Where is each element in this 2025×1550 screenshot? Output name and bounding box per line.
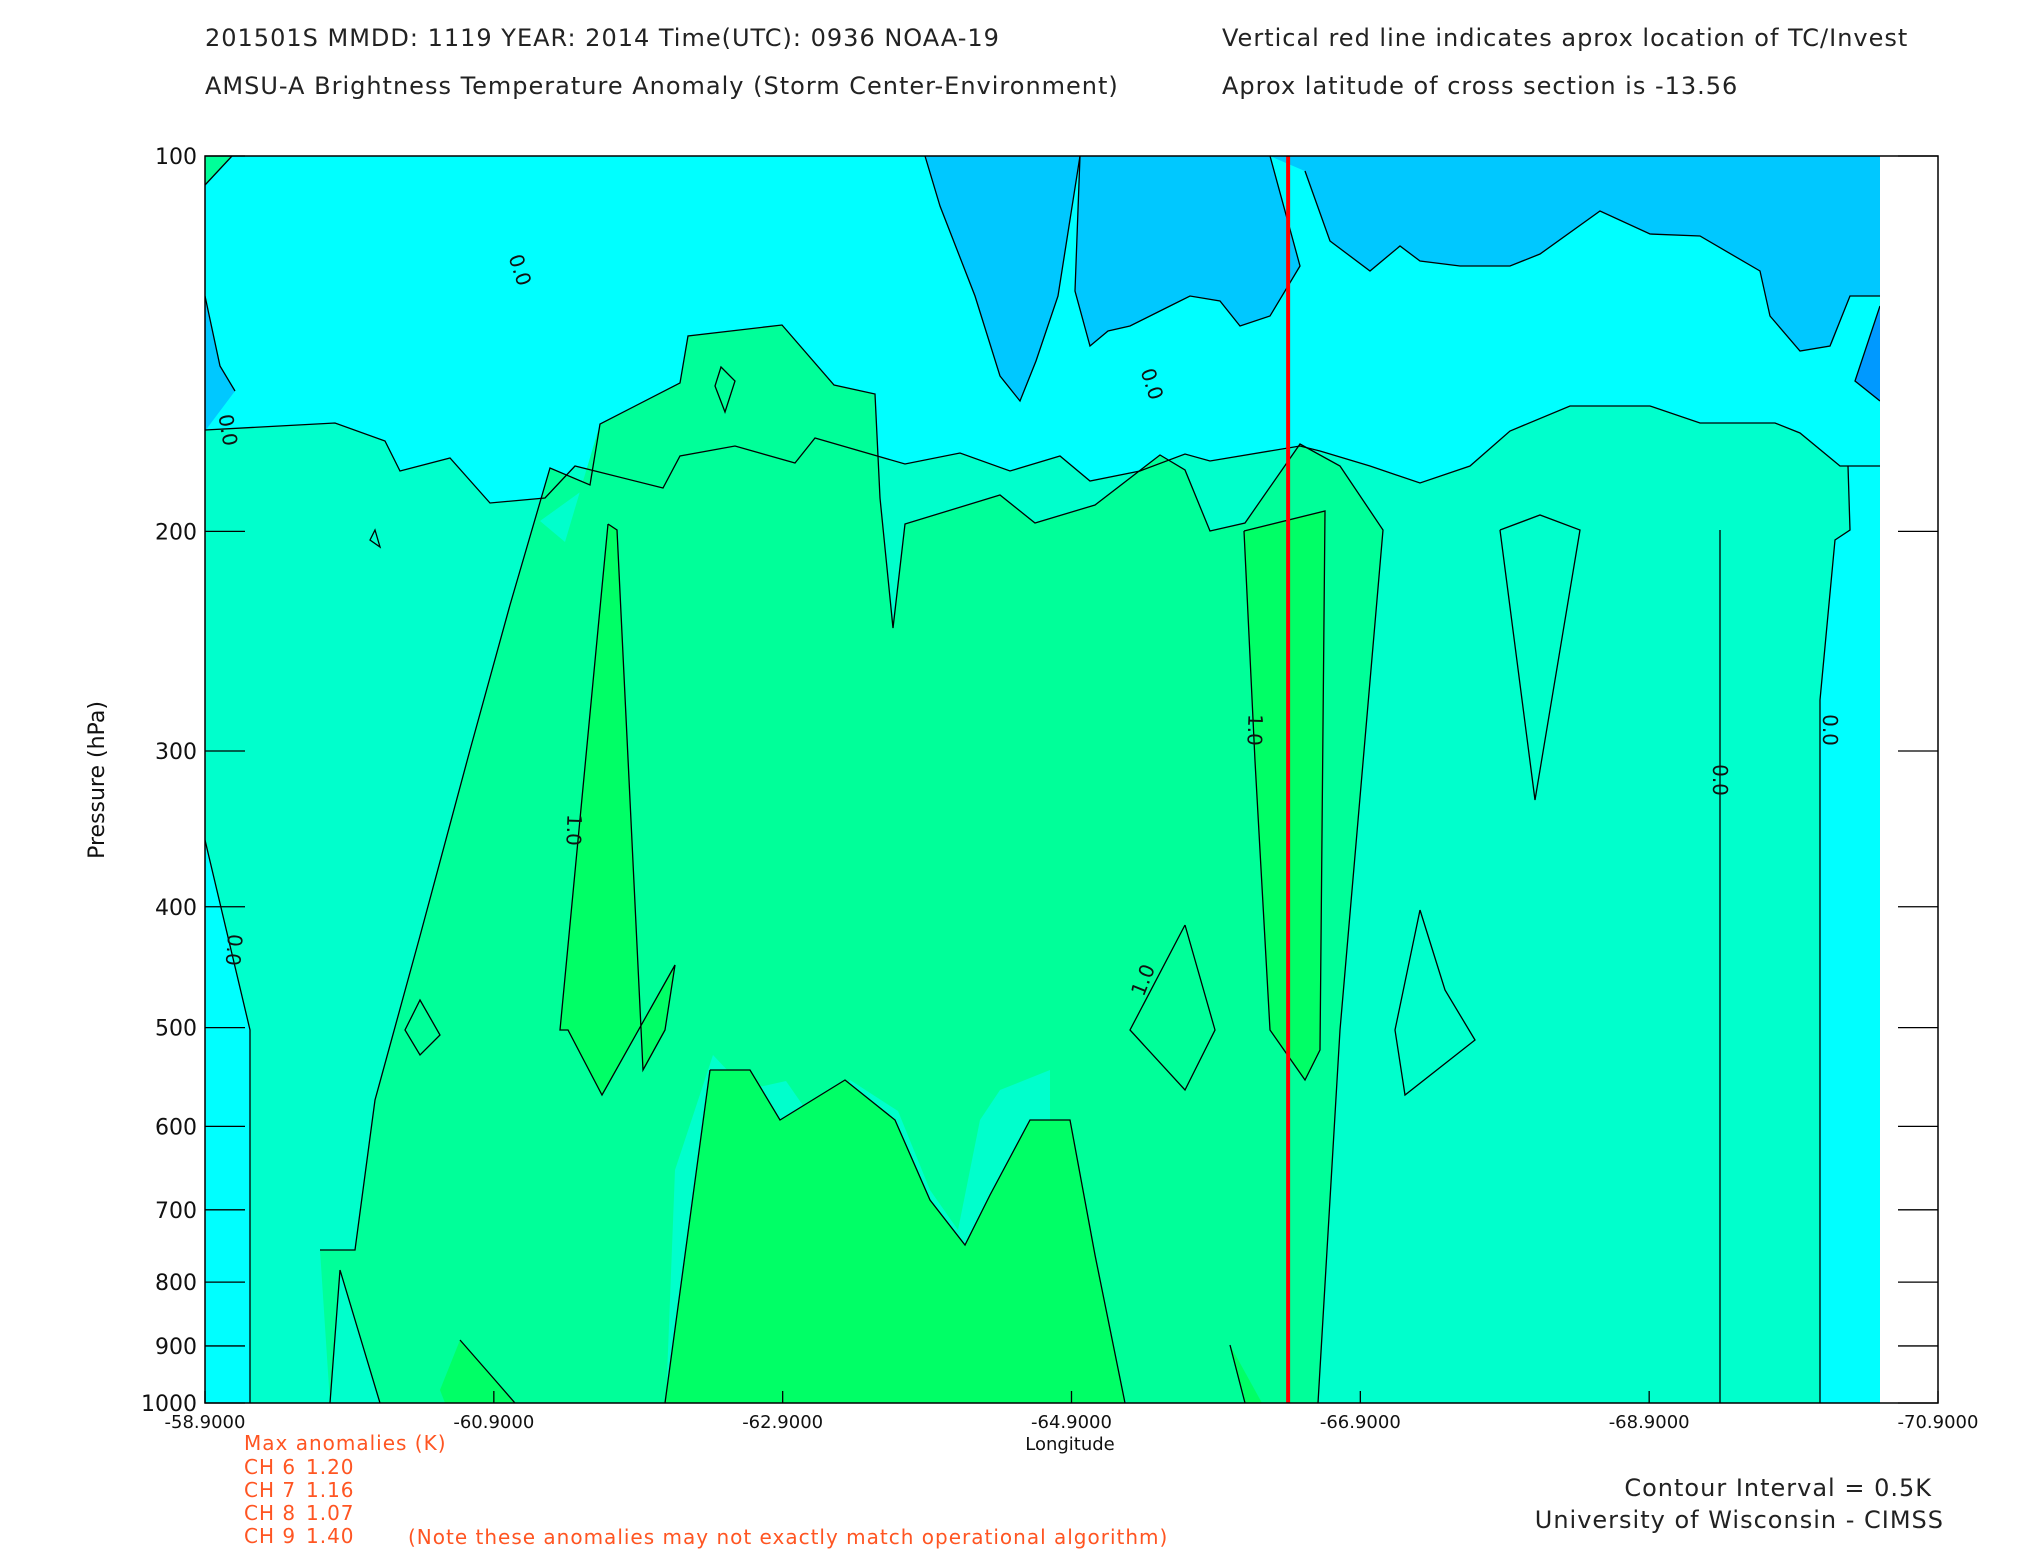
region-one-main: [205, 156, 1383, 1403]
y-tick-label: 700: [155, 1199, 197, 1224]
anomaly-channel-label: CH 9: [244, 1524, 296, 1548]
header-subtitle-left: AMSU-A Brightness Temperature Anomaly (S…: [205, 72, 1119, 100]
anomaly-channel-value: 1.07: [306, 1501, 355, 1525]
header-title-left: 201501S MMDD: 1119 YEAR: 2014 Time(UTC):…: [205, 24, 1000, 52]
region-neg-a: [925, 156, 1080, 401]
x-tick-label: -62.9000: [742, 1412, 823, 1433]
credit: University of Wisconsin - CIMSS: [1535, 1506, 1944, 1534]
region-high-4: [1230, 1345, 1262, 1403]
y-tick-label: 1000: [141, 1392, 197, 1417]
contour-label: 0.0: [1818, 714, 1842, 746]
anomaly-channel-label: CH 7: [244, 1478, 296, 1502]
contour-lines: [205, 156, 1880, 1403]
y-tick-label: 100: [155, 145, 197, 170]
contour-label: 1.0: [561, 814, 586, 847]
x-tick-label: -64.9000: [1031, 1412, 1112, 1433]
max-anomalies-list: CH 6 1.20 CH 7 1.16 CH 8 1.07 CH 9 1.40: [244, 1455, 355, 1548]
region-neg-c: [1270, 156, 1880, 351]
contour-label-text: 1.0: [1242, 714, 1267, 747]
region-neg-left: [205, 296, 235, 431]
x-tick-label: -60.9000: [453, 1412, 534, 1433]
y-tick-label: 600: [155, 1115, 197, 1140]
contour-interval: Contour Interval = 0.5K: [1624, 1474, 1932, 1502]
x-tick-label: -70.9000: [1898, 1412, 1979, 1433]
x-tick-label: -68.9000: [1609, 1412, 1690, 1433]
y-tick-label: 200: [155, 520, 197, 545]
contour-label: 0.0: [221, 933, 248, 967]
anomaly-channel-label: CH 6: [244, 1455, 296, 1479]
x-axis-label: Longitude: [1025, 1434, 1115, 1455]
contour-label: 0.0: [213, 412, 242, 447]
region-neg-b: [1075, 156, 1300, 346]
anomalies-note: (Note these anomalies may not exactly ma…: [408, 1525, 1168, 1549]
region-high-5: [440, 1340, 515, 1403]
contour-label-text: 0.0: [213, 412, 242, 447]
y-axis: 100 200 300 400 500 600 700 800 900 1000: [141, 145, 1938, 1417]
contour-label-text: 1.0: [561, 814, 586, 847]
contour-label-text: 0.0: [221, 933, 248, 967]
region-high-2: [1244, 511, 1325, 1080]
header-latitude-right: Aprox latitude of cross section is -13.5…: [1222, 72, 1738, 100]
contour-label-text: 0.0: [1818, 714, 1842, 746]
x-tick-label: -66.9000: [1320, 1412, 1401, 1433]
contour-field: [205, 156, 1880, 1403]
y-tick-label: 400: [155, 896, 197, 921]
anomaly-channel-label: CH 8: [244, 1501, 296, 1525]
contour-label: 0.0: [1708, 764, 1732, 796]
region-high-3: [665, 1070, 1125, 1403]
y-tick-label: 900: [155, 1335, 197, 1360]
contour-label-text: 0.0: [1708, 764, 1732, 796]
region-zero-left: [205, 840, 250, 1403]
y-tick-label: 500: [155, 1017, 197, 1042]
header-note-right: Vertical red line indicates aprox locati…: [1222, 24, 1908, 52]
y-axis-label: Pressure (hPa): [85, 701, 110, 859]
region-zero-right: [1720, 466, 1880, 1403]
region-neg-deep: [1855, 306, 1880, 401]
anomaly-channel-value: 1.40: [306, 1524, 355, 1548]
contour-label: 1.0: [1242, 714, 1267, 747]
anomaly-channel-value: 1.16: [306, 1478, 355, 1502]
y-tick-label: 300: [155, 740, 197, 765]
x-axis: -58.9000 -60.9000 -62.9000 -64.9000 -66.9000…: [165, 1391, 1979, 1433]
x-tick-label: -58.9000: [165, 1412, 246, 1433]
anomaly-channel-value: 1.20: [306, 1455, 355, 1479]
max-anomalies-title: Max anomalies (K): [244, 1431, 447, 1455]
region-high-1: [560, 524, 675, 1095]
y-tick-label: 800: [155, 1271, 197, 1296]
